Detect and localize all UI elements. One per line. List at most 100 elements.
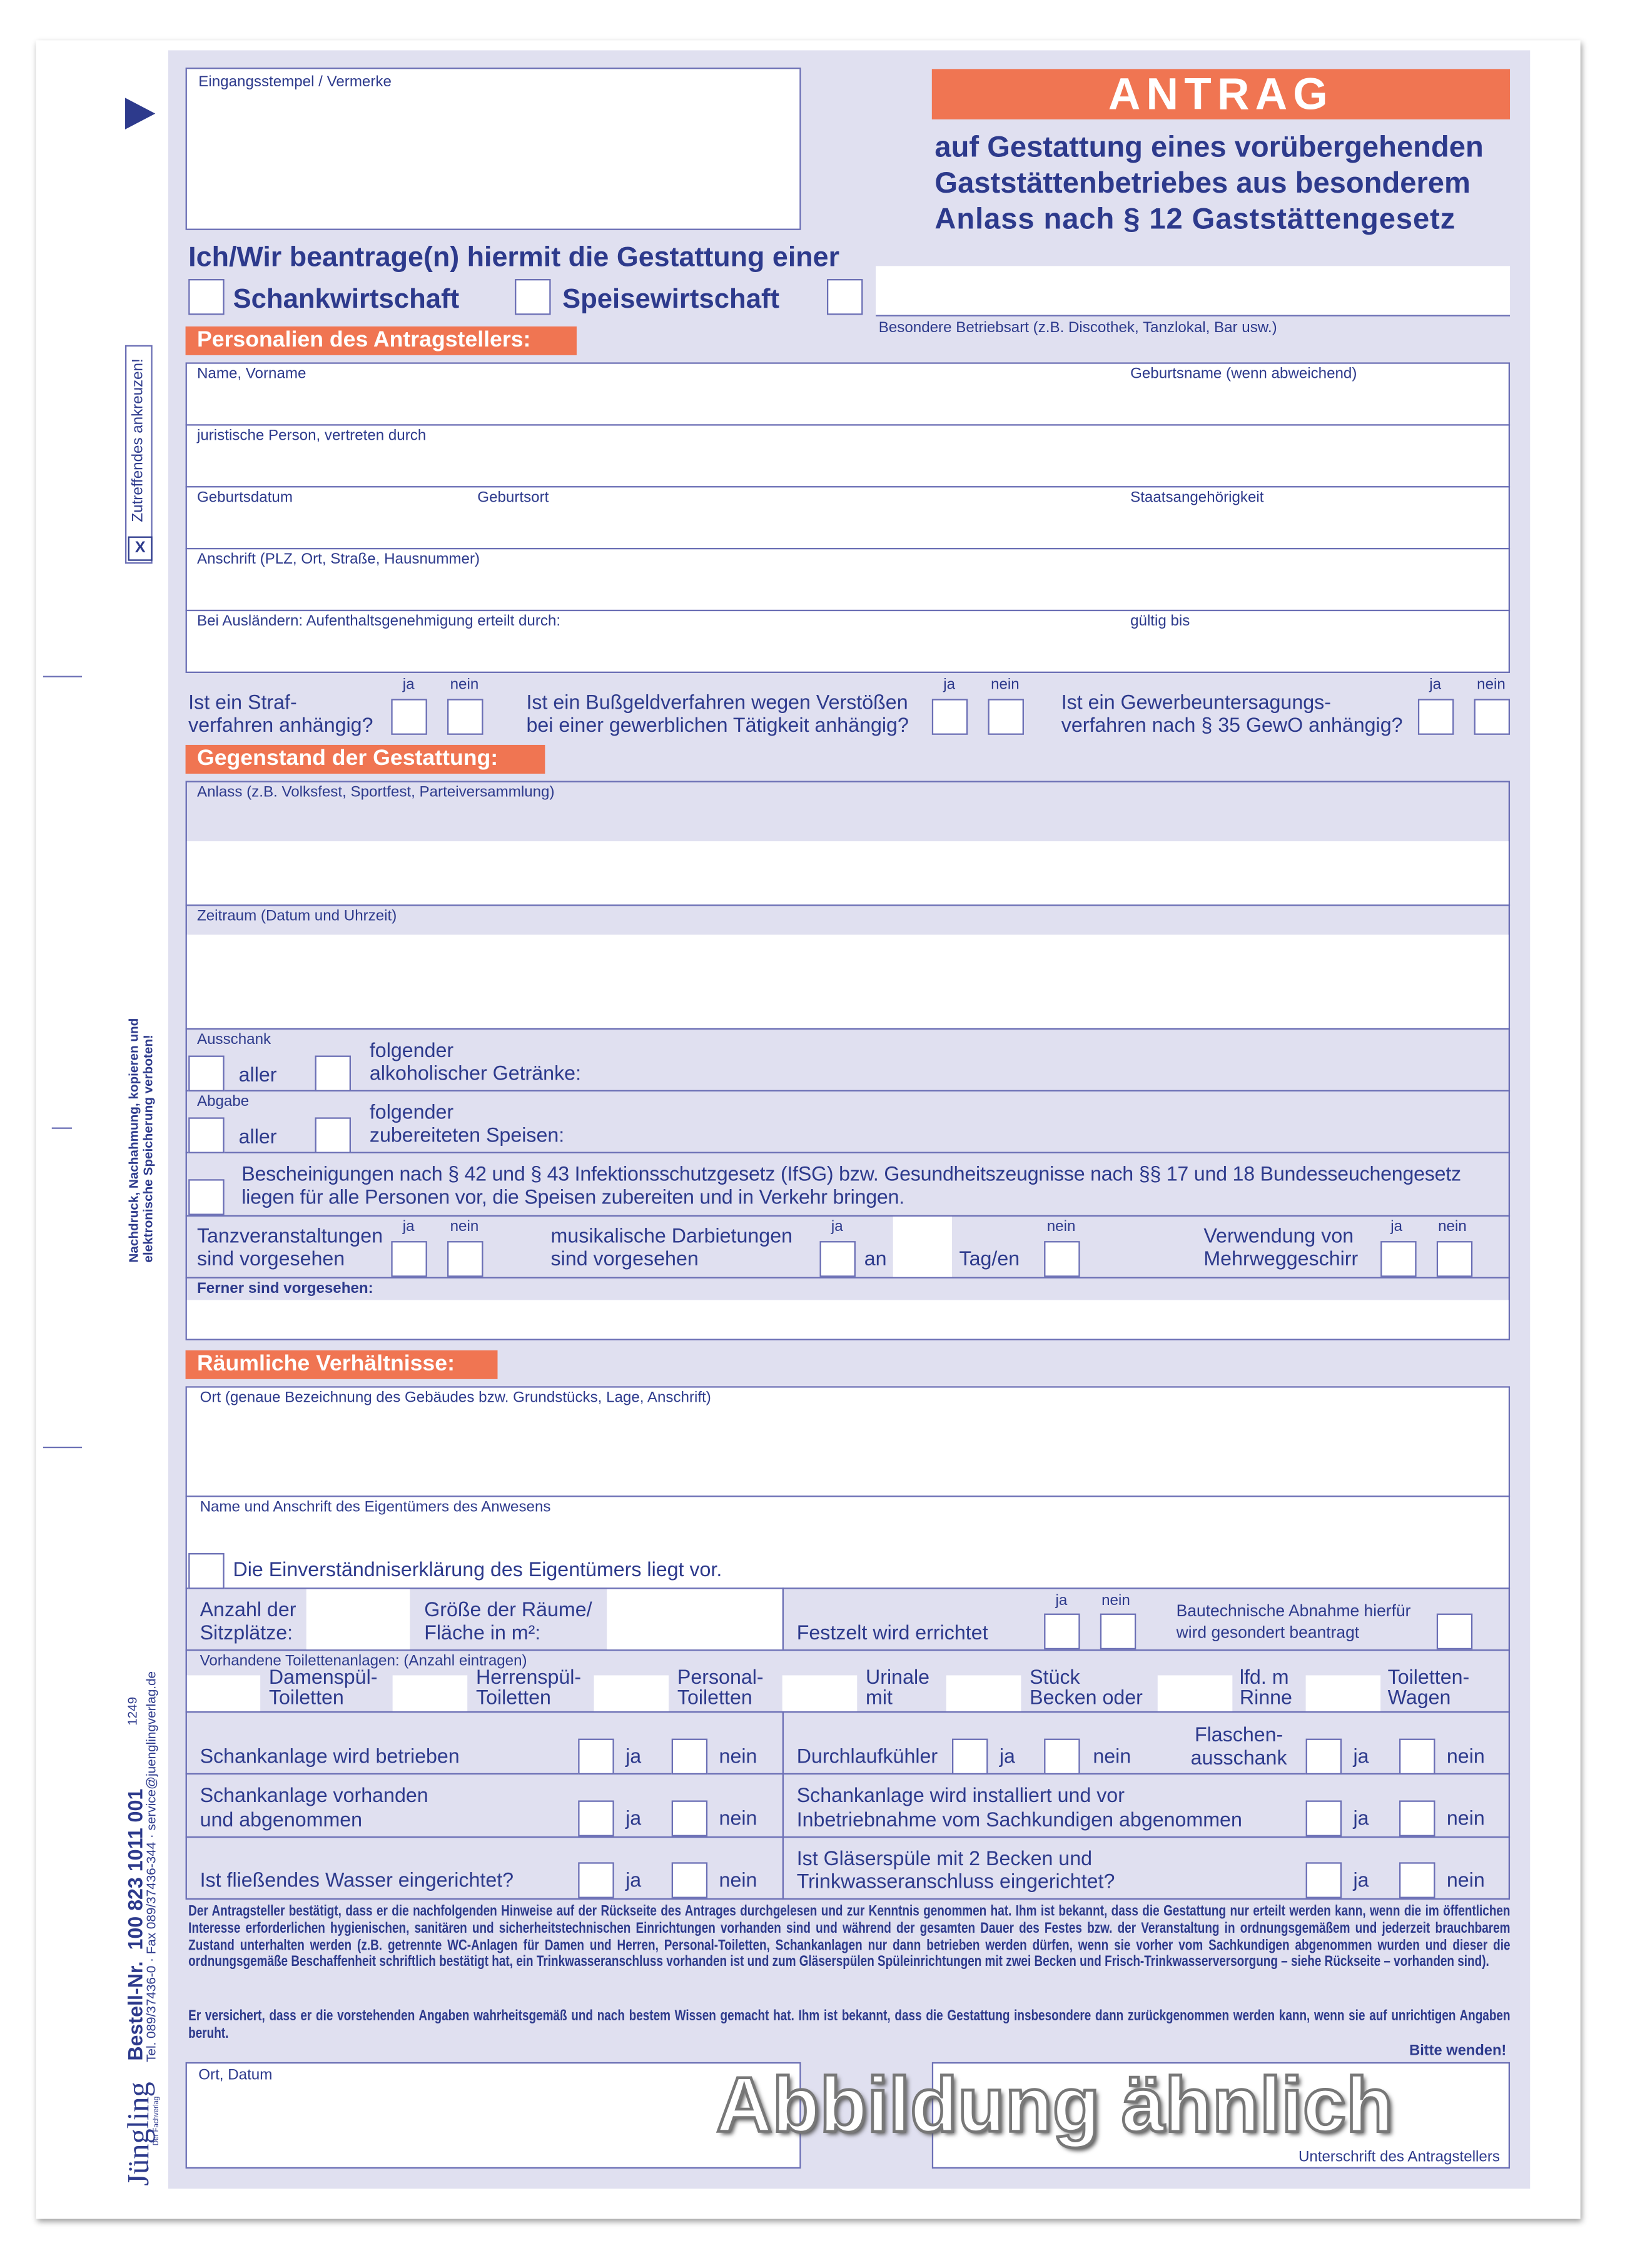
tent-no-checkbox[interactable]: [1100, 1613, 1136, 1650]
glass-sink-label: Ist Gläserspüle mit 2 Becken und Trinkwa…: [796, 1846, 1115, 1892]
row-divider: [185, 547, 1511, 550]
serving-all-checkbox[interactable]: [188, 1055, 225, 1092]
bottle-no-checkbox[interactable]: [1399, 1738, 1435, 1775]
tent-label: Festzelt wird errichtet: [796, 1621, 988, 1644]
section-premises: Räumliche Verhältnisse:: [185, 1350, 498, 1379]
glass-sink-yes-checkbox[interactable]: [1305, 1862, 1342, 1898]
reusable-label: Verwendung von Mehrweggeschirr: [1203, 1223, 1359, 1269]
personal-table: [185, 362, 1511, 673]
bottle-yes-checkbox[interactable]: [1305, 1738, 1342, 1775]
fine-no-checkbox[interactable]: [988, 699, 1024, 735]
fold-mark: [43, 676, 83, 677]
flow-cooler-no-checkbox[interactable]: [1044, 1738, 1080, 1775]
water-yes-checkbox[interactable]: [578, 1862, 614, 1898]
toilet-count-input[interactable]: [946, 1675, 1021, 1711]
toilet-count-input[interactable]: [594, 1675, 669, 1711]
birth-place-field-label[interactable]: Geburtsort: [477, 489, 549, 507]
tap-operated-yes-checkbox[interactable]: [578, 1738, 614, 1775]
yes-label: ja: [1429, 676, 1442, 694]
other-type-input[interactable]: [876, 266, 1511, 316]
nationality-field-label[interactable]: Staatsangehörigkeit: [1130, 489, 1264, 507]
reusable-no-checkbox[interactable]: [1436, 1241, 1473, 1277]
period-input[interactable]: [186, 934, 1509, 1028]
seats-label: Anzahl der Sitzplätze:: [200, 1597, 296, 1643]
publisher-logo: Jüngling: [121, 2082, 156, 2186]
music-days-input[interactable]: [893, 1217, 953, 1277]
trade-ban-question: Ist ein Gewerbeuntersagungs- verfahren n…: [1061, 690, 1403, 736]
tap-present-no-checkbox[interactable]: [671, 1800, 708, 1836]
tick-mark: X: [128, 536, 153, 561]
criminal-no-checkbox[interactable]: [447, 699, 483, 735]
building-approval-checkbox[interactable]: [1436, 1613, 1473, 1650]
signature-label: Unterschrift des Antragstellers: [1298, 2148, 1500, 2166]
building-approval-label: Bautechnische Abnahme hierfür wird geson…: [1176, 1603, 1411, 1643]
trade-ban-yes-checkbox[interactable]: [1417, 699, 1454, 735]
occasion-input[interactable]: [186, 841, 1509, 905]
dispensing-all-checkbox[interactable]: [188, 1117, 225, 1153]
reusable-yes-checkbox[interactable]: [1380, 1241, 1417, 1277]
legal-person-field-label[interactable]: juristische Person, vertreten durch: [196, 427, 427, 445]
tap-operated-label: Schankanlage wird betrieben: [200, 1744, 460, 1768]
music-yes-checkbox[interactable]: [819, 1241, 856, 1277]
toilet-count-input[interactable]: [186, 1675, 261, 1711]
other-type-checkbox[interactable]: [826, 279, 863, 315]
subject-table: [185, 781, 1511, 1340]
signature-field[interactable]: Unterschrift des Antragstellers: [931, 2062, 1511, 2169]
tap-present-yes-checkbox[interactable]: [578, 1800, 614, 1836]
schankwirtschaft-checkbox[interactable]: [188, 279, 225, 315]
birth-date-field-label[interactable]: Geburtsdatum: [196, 489, 293, 507]
valid-until-field-label[interactable]: gültig bis: [1130, 612, 1190, 630]
consent-checkbox[interactable]: [188, 1553, 225, 1589]
yes-label: ja: [402, 1218, 415, 1235]
flow-cooler-label: Durchlaufkühler: [796, 1744, 938, 1768]
tap-installed-no-checkbox[interactable]: [1399, 1800, 1435, 1836]
further-input[interactable]: [186, 1300, 1509, 1339]
residence-permit-field-label[interactable]: Bei Ausländern: Aufenthaltsgenehmigung e…: [196, 612, 561, 630]
flow-cooler-yes-checkbox[interactable]: [952, 1738, 988, 1775]
location-input[interactable]: [186, 1387, 1509, 1496]
dispensing-following-checkbox[interactable]: [315, 1117, 351, 1153]
no-label: nein: [1438, 1218, 1467, 1235]
dance-no-checkbox[interactable]: [447, 1241, 483, 1277]
music-no-checkbox[interactable]: [1044, 1241, 1080, 1277]
toilet-type-label: lfd. m Rinne: [1239, 1665, 1292, 1709]
criminal-yes-checkbox[interactable]: [391, 699, 427, 735]
dispensing-all-label: aller: [238, 1124, 277, 1148]
seats-input[interactable]: [306, 1589, 410, 1650]
yes-label: ja: [999, 1744, 1015, 1768]
no-label: nein: [1101, 1592, 1130, 1609]
section-subject: Gegenstand der Gestattung:: [185, 744, 545, 774]
address-field-label[interactable]: Anschrift (PLZ, Ort, Straße, Hausnummer): [196, 550, 480, 569]
tent-yes-checkbox[interactable]: [1044, 1613, 1080, 1650]
triangle-marker-icon: [125, 98, 156, 129]
toilet-count-input[interactable]: [1157, 1675, 1233, 1711]
tap-installed-yes-checkbox[interactable]: [1305, 1800, 1342, 1836]
water-no-checkbox[interactable]: [671, 1862, 708, 1898]
area-input[interactable]: [607, 1589, 782, 1650]
fine-yes-checkbox[interactable]: [931, 699, 968, 735]
glass-sink-no-checkbox[interactable]: [1399, 1862, 1435, 1898]
toilet-count-input[interactable]: [1305, 1675, 1381, 1711]
name-field-label[interactable]: Name, Vorname: [196, 365, 306, 383]
serving-following-checkbox[interactable]: [315, 1055, 351, 1092]
col-divider: [782, 1711, 784, 1900]
no-label: nein: [719, 1744, 757, 1768]
place-date-field[interactable]: Ort, Datum: [185, 2062, 801, 2169]
birth-name-field-label[interactable]: Geburtsname (wenn abweichend): [1130, 365, 1357, 383]
row-divider: [185, 1496, 1511, 1497]
row-divider: [185, 904, 1511, 906]
certificates-checkbox[interactable]: [188, 1179, 225, 1215]
toilets-caption: Vorhandene Toilettenanlagen: (Anzahl ein…: [200, 1652, 527, 1670]
tap-operated-no-checkbox[interactable]: [671, 1738, 708, 1775]
dance-yes-checkbox[interactable]: [391, 1241, 427, 1277]
speisewirtschaft-checkbox[interactable]: [515, 279, 551, 315]
trade-ban-no-checkbox[interactable]: [1474, 699, 1511, 735]
no-label: nein: [450, 1218, 479, 1235]
owner-input[interactable]: [186, 1497, 1509, 1588]
no-label: nein: [1093, 1744, 1131, 1768]
stamp-box[interactable]: Eingangsstempel / Vermerke: [185, 68, 801, 230]
toilet-count-input[interactable]: [782, 1675, 858, 1711]
toilet-count-input[interactable]: [392, 1675, 468, 1711]
yes-label: ja: [625, 1806, 642, 1830]
bottle-label: Flaschen- ausschank: [1190, 1723, 1287, 1768]
